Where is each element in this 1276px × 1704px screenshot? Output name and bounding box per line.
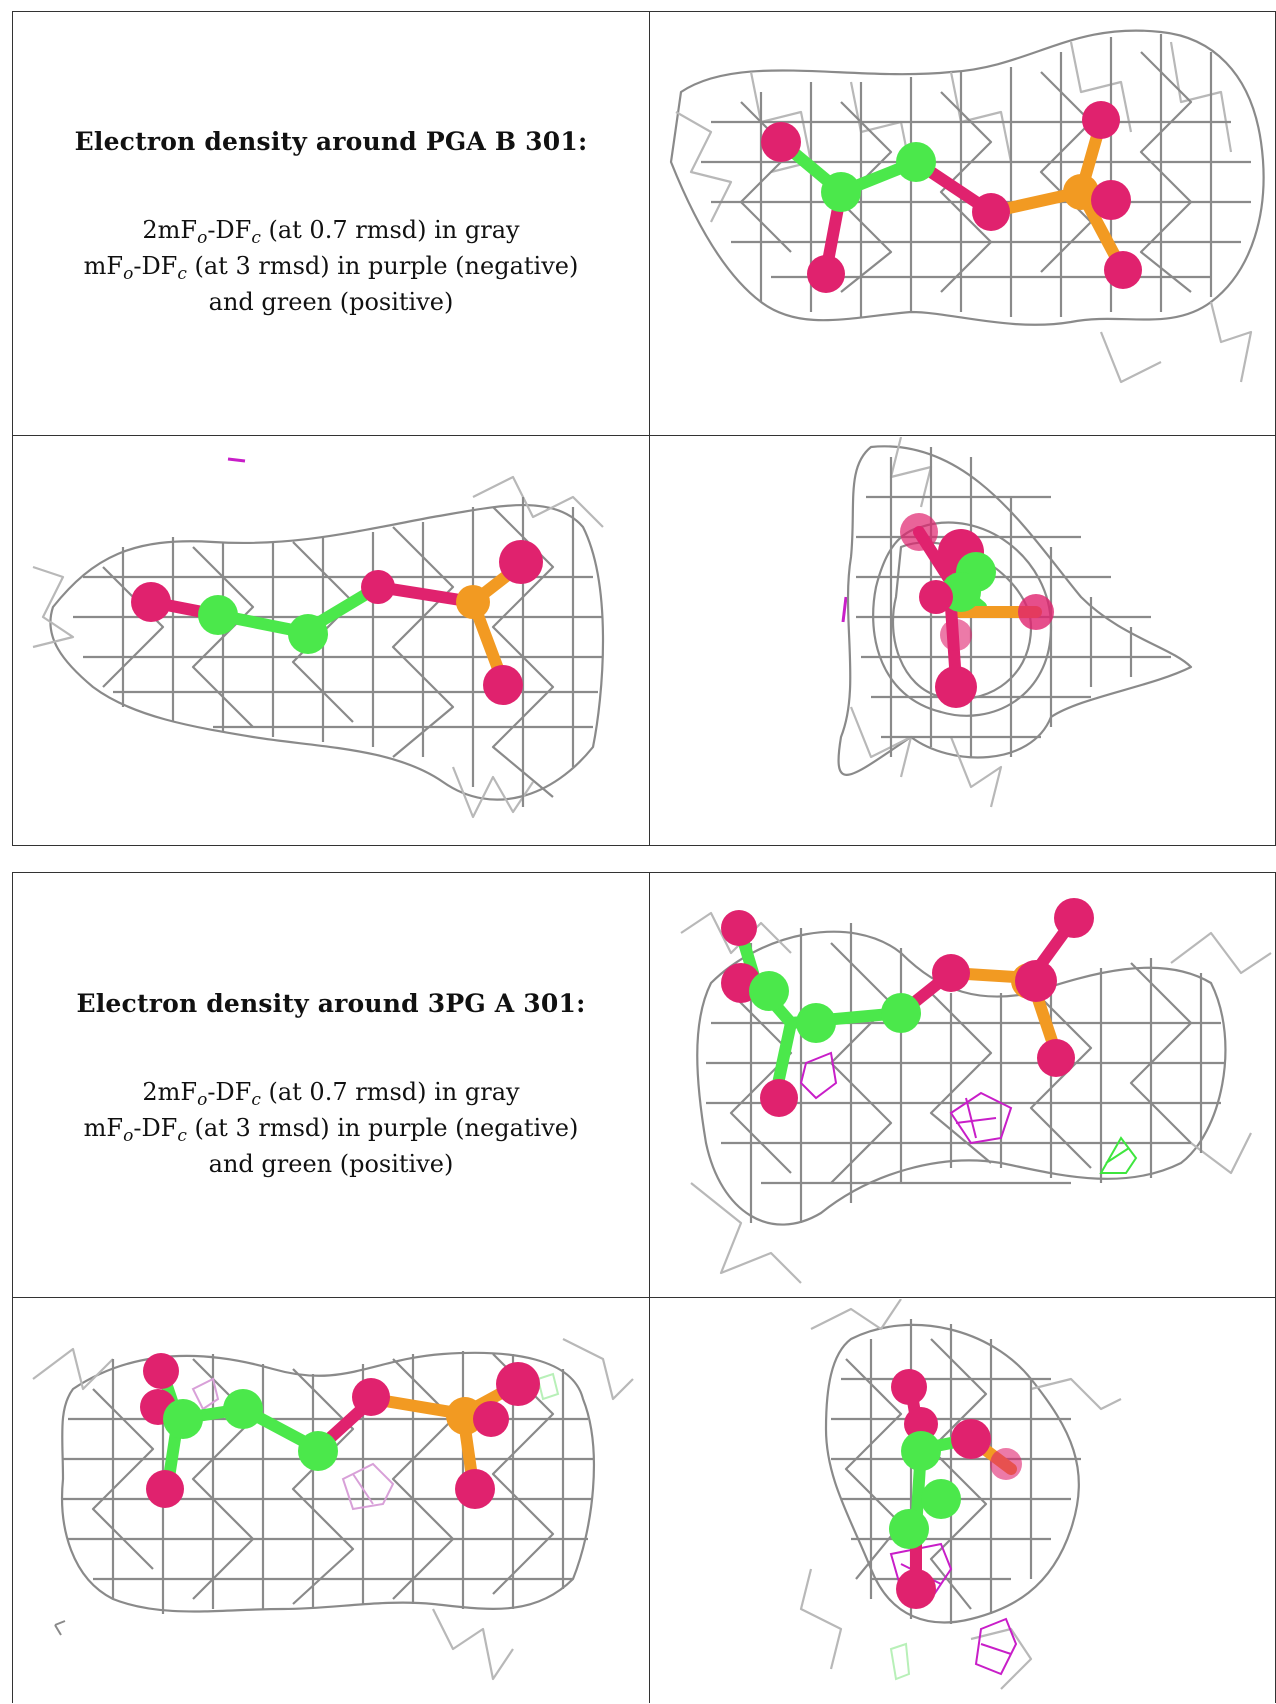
- carbon-atom: [223, 1389, 263, 1429]
- oxygen-atom: [904, 1407, 938, 1441]
- positive-density: [889, 1642, 911, 1681]
- legend-line-colors: and green (positive): [208, 1149, 454, 1178]
- density-mesh: [799, 1299, 1122, 1690]
- column-divider: [649, 873, 650, 1703]
- carbon-atom: [901, 1431, 941, 1471]
- oxygen-atom: [352, 1378, 390, 1416]
- oxygen-atom: [891, 1369, 927, 1405]
- oxygen-atom: [919, 580, 953, 614]
- oxygen-atom: [932, 954, 970, 992]
- density-view-top-right: [651, 12, 1276, 435]
- carbon-atom: [896, 142, 936, 182]
- oxygen-atom: [499, 540, 543, 584]
- carbon-atom: [881, 993, 921, 1033]
- ligand-model: [761, 101, 1142, 293]
- oxygen-atom: [1104, 251, 1142, 289]
- carbon-atom: [921, 1479, 961, 1519]
- density-mesh: [669, 29, 1265, 384]
- negative-density: [889, 1542, 1018, 1676]
- oxygen-atom: [896, 1569, 936, 1609]
- section-heading: Electron density around PGA B 301:: [74, 127, 588, 156]
- carbon-atom: [821, 172, 861, 212]
- density-mesh: [32, 1338, 634, 1681]
- mesh-fragment: [54, 1620, 66, 1636]
- ligand-model: [721, 898, 1094, 1117]
- legend-line-2mfo: 2mFo-DFc (at 0.7 rmsd) in gray: [142, 1077, 520, 1110]
- oxygen-atom: [1091, 180, 1131, 220]
- legend-cell: Electron density around 3PG A 301: 2mFo-…: [13, 873, 649, 1297]
- negative-density: [191, 1377, 395, 1511]
- oxygen-atom: [1054, 898, 1094, 938]
- density-view-bottom-left: [13, 1299, 649, 1704]
- oxygen-atom: [361, 570, 395, 604]
- oxygen-atom: [760, 1079, 798, 1117]
- negative-density-fragment: [227, 457, 246, 463]
- phosphorus-atom: [1063, 174, 1099, 210]
- row-divider: [13, 435, 1275, 436]
- oxygen-atom: [900, 513, 938, 551]
- carbon-atom: [796, 1003, 836, 1043]
- oxygen-atom: [496, 1362, 540, 1406]
- oxygen-atom: [146, 1470, 184, 1508]
- ligand-model: [900, 513, 1054, 708]
- oxygen-atom: [940, 619, 972, 651]
- oxygen-atom: [473, 1401, 509, 1437]
- ligand-model: [131, 540, 543, 705]
- carbon-atom: [749, 971, 789, 1011]
- column-divider: [649, 12, 650, 845]
- oxygen-atom: [483, 665, 523, 705]
- row-divider: [13, 1297, 1275, 1298]
- legend-line-mfo: mFo-DFc (at 3 rmsd) in purple (negative): [83, 252, 579, 284]
- carbon-atom: [198, 595, 238, 635]
- legend-line-colors: and green (positive): [208, 288, 454, 316]
- legend-line-mfo: mFo-DFc (at 3 rmsd) in purple (negative): [83, 1113, 579, 1146]
- carbon-atom: [889, 1509, 929, 1549]
- ligand-model: [889, 1369, 1022, 1609]
- phosphorus-atom: [456, 585, 490, 619]
- oxygen-atom: [721, 910, 757, 946]
- density-mesh: [680, 911, 1272, 1284]
- ligand-model: [140, 1353, 540, 1509]
- negative-density-fragment: [841, 596, 848, 623]
- oxygen-atom: [951, 1419, 991, 1459]
- figure-block-3pg-a-301: Electron density around 3PG A 301: 2mFo-…: [12, 872, 1276, 1703]
- oxygen-atom: [972, 193, 1010, 231]
- negative-density: [799, 1051, 1013, 1145]
- density-mesh: [837, 437, 1193, 808]
- oxygen-atom: [807, 255, 845, 293]
- oxygen-atom: [1015, 960, 1057, 1002]
- positive-density: [536, 1372, 560, 1401]
- density-view-bottom-left: [13, 437, 649, 845]
- figure-block-pga-b-301: Electron density around PGA B 301: 2mFo-…: [12, 11, 1276, 846]
- legend-cell: Electron density around PGA B 301: 2mFo-…: [13, 12, 649, 435]
- carbon-atom: [163, 1399, 203, 1439]
- oxygen-atom: [1018, 594, 1054, 630]
- oxygen-atom: [935, 666, 977, 708]
- oxygen-atom: [143, 1353, 179, 1389]
- carbon-atom: [288, 614, 328, 654]
- oxygen-atom: [455, 1469, 495, 1509]
- oxygen-atom: [1082, 101, 1120, 139]
- oxygen-atom: [990, 1448, 1022, 1480]
- section-heading: Electron density around 3PG A 301:: [76, 988, 586, 1018]
- positive-density: [1099, 1136, 1138, 1174]
- density-view-bottom-right: [651, 437, 1276, 845]
- legend-line-2mfo: 2mFo-DFc (at 0.7 rmsd) in gray: [142, 216, 520, 248]
- oxygen-atom: [131, 582, 171, 622]
- oxygen-atom: [1037, 1039, 1075, 1077]
- carbon-atom: [298, 1431, 338, 1471]
- density-view-bottom-right: [651, 1299, 1276, 1704]
- density-view-top-right: [651, 873, 1276, 1297]
- oxygen-atom: [761, 122, 801, 162]
